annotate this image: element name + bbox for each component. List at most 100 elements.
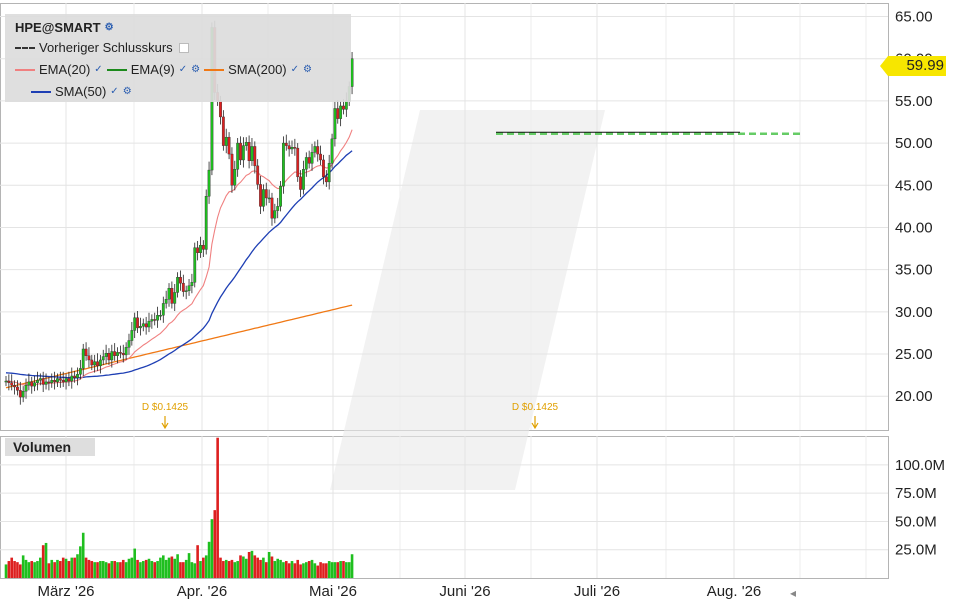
candle-body bbox=[302, 169, 305, 190]
volume-bar bbox=[27, 562, 31, 578]
candle-body bbox=[204, 196, 208, 250]
y-tick-label: 20.00 bbox=[895, 388, 933, 405]
volume-bar bbox=[10, 557, 14, 578]
x-tick-label: Juni '26 bbox=[439, 583, 490, 600]
candle-body bbox=[18, 390, 22, 398]
candle-body bbox=[50, 380, 54, 383]
candle-body bbox=[41, 378, 45, 385]
volume-bar bbox=[147, 558, 151, 578]
legend-ema20-label: EMA(20) bbox=[39, 62, 91, 77]
candle-body bbox=[350, 58, 354, 87]
dividend-label: D $0.1425 bbox=[142, 402, 189, 413]
volume-bar bbox=[287, 563, 291, 578]
volume-bar bbox=[30, 561, 34, 578]
gear-icon[interactable]: ⚙ bbox=[104, 22, 114, 33]
candle-body bbox=[296, 147, 300, 178]
candle-body bbox=[93, 361, 97, 366]
volume-bar bbox=[107, 563, 111, 578]
volume-bar bbox=[113, 561, 116, 578]
volume-bar bbox=[76, 554, 79, 578]
volume-bar bbox=[313, 563, 317, 578]
candle-body bbox=[241, 145, 245, 161]
volume-bar bbox=[247, 551, 251, 578]
volume-tick-label: 100.0M bbox=[895, 457, 945, 474]
volume-bar bbox=[316, 565, 320, 578]
volume-bar bbox=[219, 557, 222, 578]
candle-body bbox=[67, 378, 71, 382]
candle-body bbox=[262, 189, 265, 207]
volume-bar bbox=[50, 559, 54, 578]
volume-bar bbox=[173, 558, 177, 578]
volume-bar bbox=[150, 561, 154, 578]
volume-bar bbox=[21, 555, 25, 578]
volume-bar bbox=[264, 562, 268, 578]
candle-body bbox=[58, 378, 62, 381]
candle-body bbox=[342, 105, 345, 110]
legend-ema-row: EMA(20) ✓ EMA(9) ✓ ⚙ SMA(200) ✓ ⚙ bbox=[15, 62, 312, 77]
volume-bar bbox=[187, 553, 191, 578]
volume-bar bbox=[182, 562, 185, 578]
candle-body bbox=[201, 244, 205, 250]
check-icon[interactable]: ✓ bbox=[290, 64, 300, 75]
candle-body bbox=[239, 142, 242, 161]
volume-bar bbox=[342, 561, 345, 578]
candle-body bbox=[47, 381, 51, 384]
candle-body bbox=[24, 385, 28, 392]
candle-body bbox=[87, 355, 91, 361]
candle-body bbox=[324, 176, 328, 183]
volume-bar bbox=[213, 510, 217, 578]
volume-bar bbox=[13, 561, 16, 578]
candle-body bbox=[159, 315, 162, 317]
check-icon[interactable]: ✓ bbox=[94, 64, 103, 75]
last-price-badge: 59.99 bbox=[880, 56, 946, 76]
gear-icon[interactable]: ⚙ bbox=[191, 64, 201, 75]
check-icon[interactable]: ✓ bbox=[178, 64, 188, 75]
volume-bar bbox=[270, 556, 274, 578]
volume-bar bbox=[170, 556, 174, 578]
candle-body bbox=[207, 169, 211, 197]
legend-prev-close-label: Vorheriger Schlusskurs bbox=[39, 40, 173, 55]
volume-bar bbox=[119, 562, 122, 578]
volume-bar bbox=[124, 562, 128, 578]
candle-body bbox=[113, 351, 117, 356]
checkbox-icon[interactable] bbox=[178, 42, 189, 53]
volume-panel-label: Volumen bbox=[5, 438, 95, 456]
candle-body bbox=[156, 315, 159, 321]
volume-bar bbox=[336, 562, 340, 578]
volume-bar bbox=[305, 562, 308, 578]
volume-bar bbox=[273, 561, 277, 578]
candle-body bbox=[339, 105, 343, 119]
candle-body bbox=[116, 352, 119, 356]
candle-body bbox=[293, 147, 297, 149]
candle-body bbox=[127, 340, 131, 348]
y-tick-label: 40.00 bbox=[895, 219, 933, 236]
sma200-swatch bbox=[204, 68, 225, 71]
x-tick-label: Mai '26 bbox=[309, 583, 357, 600]
volume-bar bbox=[290, 561, 294, 578]
volume-bar bbox=[159, 557, 162, 578]
volume-bar bbox=[19, 564, 22, 578]
legend-ema9-label: EMA(9) bbox=[130, 62, 175, 77]
ema20-line bbox=[5, 129, 353, 386]
candle-body bbox=[81, 348, 85, 369]
candle-body bbox=[187, 285, 191, 291]
check-icon[interactable]: ✓ bbox=[110, 86, 119, 97]
candle-body bbox=[279, 185, 282, 207]
volume-bar bbox=[33, 562, 36, 578]
gear-icon[interactable]: ⚙ bbox=[303, 64, 312, 75]
candle-body bbox=[290, 147, 294, 150]
candle-body bbox=[110, 351, 114, 361]
candle-body bbox=[13, 385, 16, 388]
volume-bar bbox=[133, 548, 136, 578]
candle-body bbox=[322, 159, 325, 178]
x-tick-label: Juli '26 bbox=[574, 583, 620, 600]
volume-bar bbox=[153, 562, 157, 578]
legend-sma200-label: SMA(200) bbox=[228, 62, 287, 77]
candle-body bbox=[307, 157, 311, 164]
volume-bar bbox=[130, 557, 134, 578]
y-tick-label: 45.00 bbox=[895, 177, 933, 194]
volume-bar bbox=[284, 561, 288, 578]
gear-icon[interactable]: ⚙ bbox=[122, 86, 132, 97]
volume-bar bbox=[196, 545, 199, 578]
volume-bar bbox=[345, 562, 348, 578]
